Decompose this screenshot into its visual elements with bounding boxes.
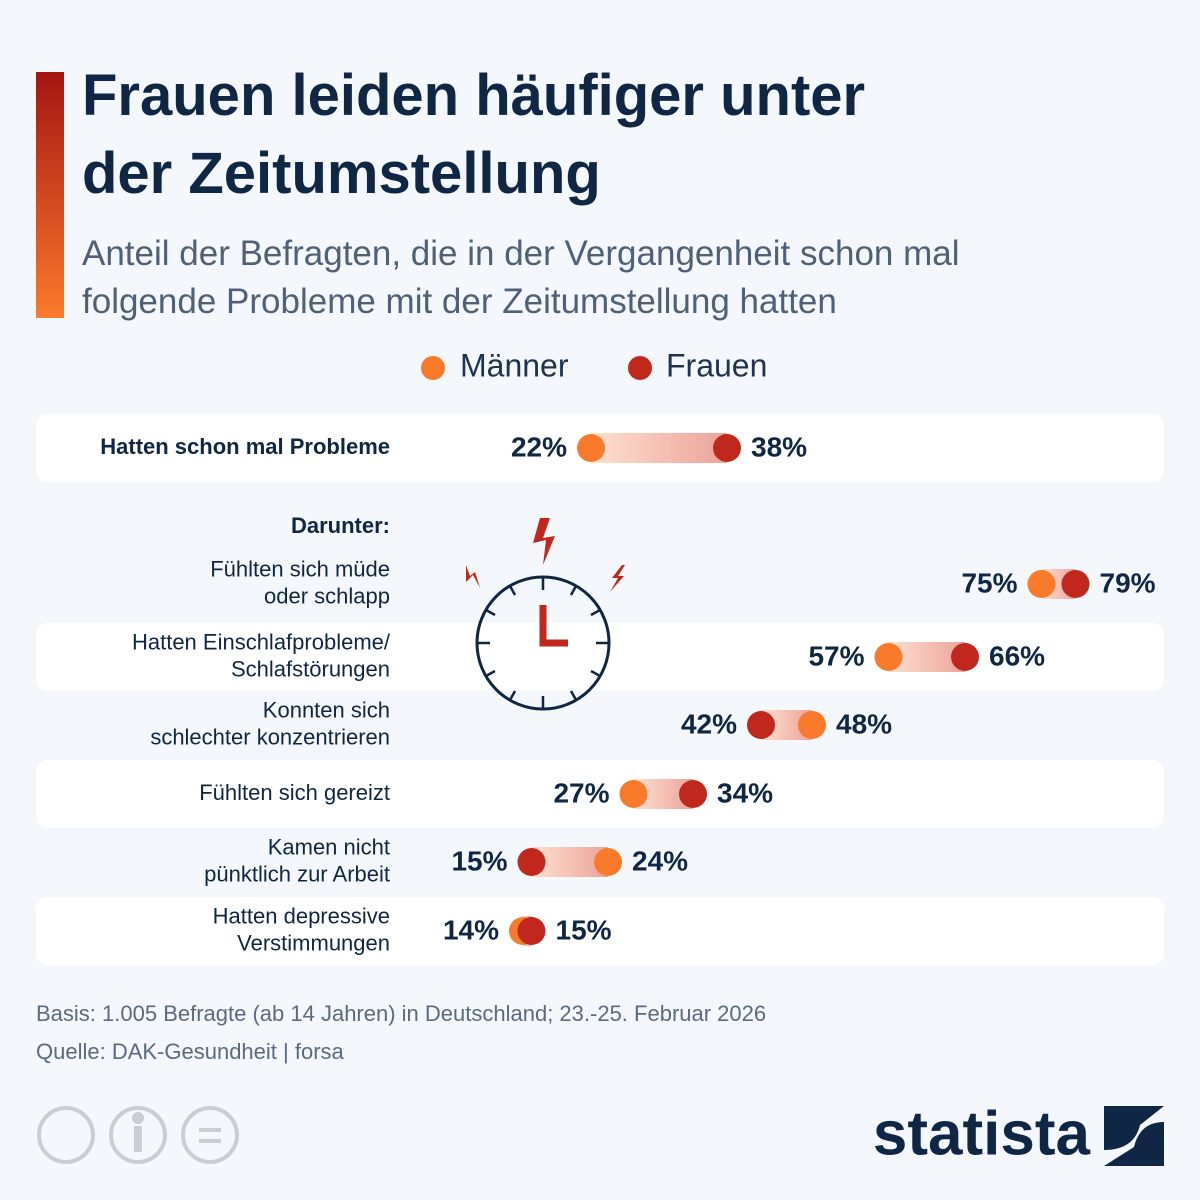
dot — [517, 848, 546, 876]
value-label: 42% — [681, 708, 737, 739]
license-icons — [37, 1106, 239, 1164]
logo-icon — [1104, 1106, 1164, 1166]
category-label: Hatten depressive Verstimmungen — [213, 903, 390, 955]
source-note: Quelle: DAK-Gesundheit | forsa — [36, 1039, 345, 1064]
dot — [577, 434, 605, 462]
value-label: 15% — [451, 845, 507, 876]
value-label: 75% — [961, 567, 1017, 598]
value-label: 15% — [556, 914, 612, 945]
category-label: Fühlten sich gereizt — [199, 780, 390, 805]
value-label: 14% — [443, 914, 499, 945]
group-label: Darunter: — [291, 513, 390, 538]
legend-swatch — [628, 356, 652, 380]
range-bar — [591, 433, 727, 463]
dot — [619, 780, 648, 808]
dot — [713, 434, 741, 462]
value-label: 34% — [717, 777, 773, 808]
dot — [1027, 570, 1056, 598]
value-label: 38% — [751, 431, 807, 462]
row-background — [36, 760, 1164, 828]
value-label: 79% — [1100, 567, 1156, 598]
value-label: 24% — [632, 845, 688, 876]
row-backgrounds — [36, 414, 1164, 965]
value-label: 22% — [511, 431, 567, 462]
subtitle: Anteil der Befragten, die in der Vergang… — [82, 234, 960, 321]
clock-icon — [466, 518, 625, 711]
value-label: 48% — [836, 708, 892, 739]
dot — [1061, 570, 1090, 598]
title: Frauen leiden häufiger unter der Zeitumst… — [82, 63, 865, 206]
category-label: Konnten sich schlechter konzentrieren — [150, 697, 390, 749]
plot: Hatten schon mal Probleme 22% 38% Fühlten s… — [100, 431, 1155, 955]
row-background — [36, 623, 1164, 691]
dot — [594, 848, 622, 876]
legend-label: Männer — [460, 347, 569, 383]
value-label: 27% — [553, 777, 609, 808]
legend-label: Frauen — [666, 347, 767, 383]
value-label: 57% — [808, 640, 864, 671]
category-label: Hatten Einschlafprobleme/Schlafstörungen — [132, 629, 391, 681]
accent-bar — [36, 72, 64, 318]
category-label: Kamen nicht pünktlich zur Arbeit — [204, 834, 390, 886]
basis-note: Basis: 1.005 Befragte (ab 14 Jahren) in … — [36, 1001, 766, 1026]
dot — [951, 643, 979, 671]
dot — [679, 780, 707, 808]
value-label: 66% — [989, 640, 1045, 671]
dot — [798, 711, 826, 739]
logo-text: statista — [873, 1099, 1091, 1168]
category-label: Hatten schon mal Probleme — [100, 434, 390, 459]
dot — [517, 917, 546, 945]
row-background — [36, 897, 1164, 965]
legend-swatch — [421, 356, 445, 380]
dot — [874, 643, 903, 671]
dot — [747, 711, 775, 739]
category-label: Fühlten sich müde oder schlapp — [210, 556, 390, 608]
